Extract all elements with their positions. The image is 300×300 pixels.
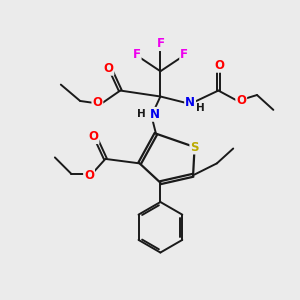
Text: N: N bbox=[149, 108, 160, 121]
Text: F: F bbox=[156, 37, 164, 50]
Text: O: O bbox=[92, 96, 102, 109]
Text: F: F bbox=[180, 48, 188, 62]
Text: O: O bbox=[84, 169, 94, 182]
Text: O: O bbox=[236, 94, 246, 107]
Text: H: H bbox=[196, 103, 205, 113]
Text: N: N bbox=[185, 96, 195, 109]
Text: O: O bbox=[215, 59, 225, 72]
Text: O: O bbox=[88, 130, 98, 143]
Text: O: O bbox=[103, 62, 113, 75]
Text: S: S bbox=[190, 140, 199, 154]
Text: F: F bbox=[133, 48, 141, 62]
Text: H: H bbox=[137, 109, 146, 119]
